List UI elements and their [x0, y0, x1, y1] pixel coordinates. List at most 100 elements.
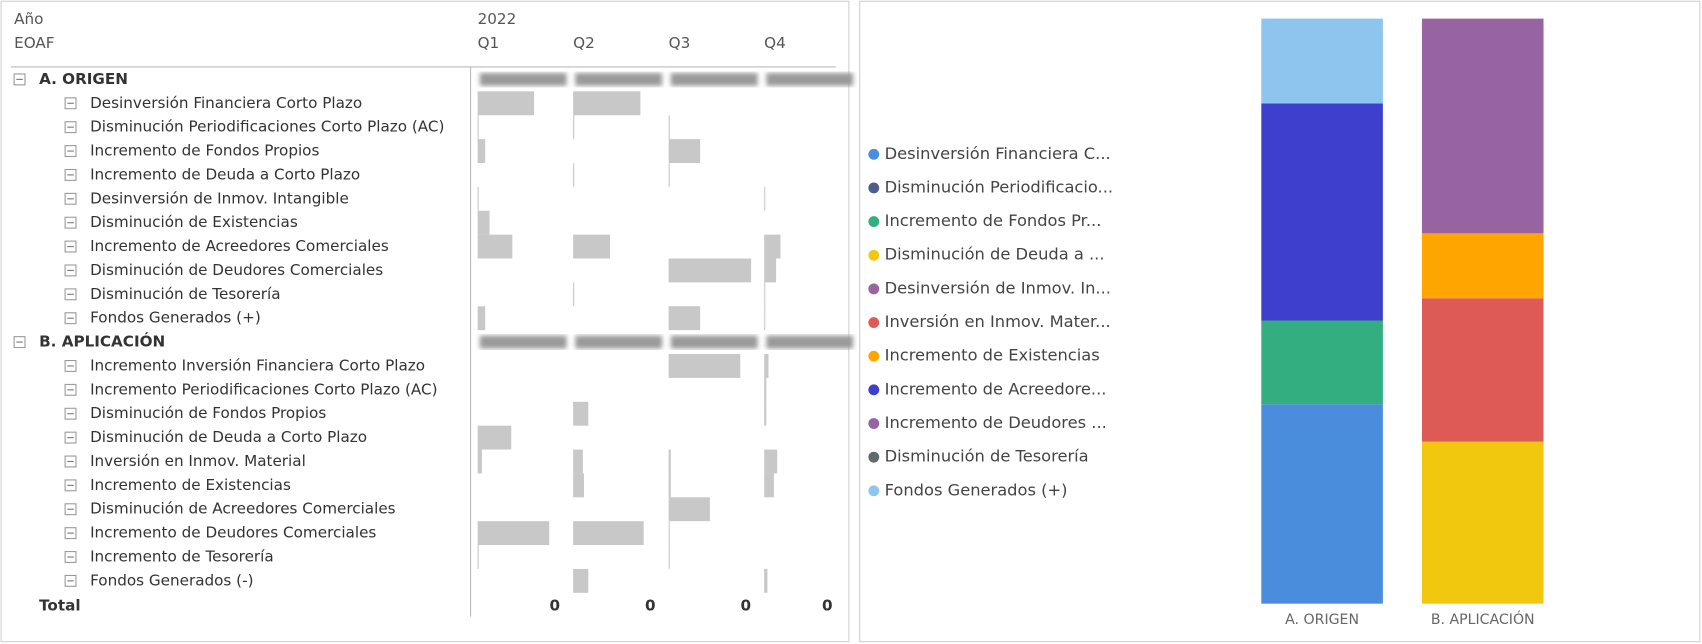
data-bar — [573, 568, 589, 593]
blurred-total — [479, 72, 567, 86]
total-value: 0 — [741, 596, 752, 614]
bar-segment — [1421, 441, 1544, 604]
row-label: Fondos Generados (-) — [90, 571, 253, 589]
legend-swatch — [868, 317, 880, 328]
legend-label[interactable]: Inversión en Inmov. Mater... — [885, 312, 1111, 331]
total-label: Total — [39, 596, 81, 614]
data-bar — [764, 401, 767, 426]
x-tick-label: B. APLICACIÓN — [1431, 610, 1535, 628]
row-label: Desinversión de Inmov. Intangible — [90, 189, 349, 207]
blurred-total — [575, 72, 663, 86]
data-bar — [477, 449, 482, 474]
row-label: Disminución de Deuda a Corto Plazo — [90, 428, 367, 446]
row-label: Inversión en Inmov. Material — [90, 452, 306, 470]
data-bar — [668, 306, 701, 331]
data-bar — [573, 473, 584, 498]
data-bar — [573, 162, 575, 187]
row-label: Incremento Inversión Financiera Corto Pl… — [90, 356, 425, 374]
row-label: Disminución de Fondos Propios — [90, 404, 326, 422]
legend-label[interactable]: Disminución de Tesorería — [885, 447, 1089, 466]
data-bar — [668, 449, 671, 474]
column-header: Q2 — [573, 34, 595, 52]
row-label: Disminución de Deudores Comerciales — [90, 261, 383, 279]
legend-label[interactable]: Incremento de Existencias — [885, 346, 1100, 365]
row-label: Incremento de Existencias — [90, 476, 291, 494]
data-bar — [764, 306, 766, 331]
row-header: EOAF — [14, 34, 54, 52]
data-bar — [764, 568, 768, 593]
legend-swatch — [868, 350, 880, 362]
data-bar — [668, 354, 741, 378]
row-label: Incremento de Deuda a Corto Plazo — [90, 165, 360, 183]
data-bar — [668, 258, 752, 283]
data-bar — [477, 139, 486, 163]
row-label: Incremento de Fondos Propios — [90, 142, 319, 160]
total-value: 0 — [822, 596, 833, 614]
data-bar — [764, 377, 767, 402]
data-bar — [764, 258, 777, 283]
data-bar — [764, 473, 774, 498]
blurred-total — [575, 335, 663, 349]
matrix-panel — [0, 0, 850, 643]
data-bar — [573, 521, 644, 546]
row-label: Disminución Periodificaciones Corto Plaz… — [90, 118, 444, 136]
row-label: Disminución de Acreedores Comerciales — [90, 500, 396, 518]
data-bar — [764, 234, 781, 259]
data-bar — [668, 497, 710, 522]
legend-label[interactable]: Incremento de Acreedore... — [885, 379, 1107, 398]
row-label: Incremento de Acreedores Comerciales — [90, 237, 389, 255]
data-bar — [477, 115, 479, 140]
data-bar — [668, 162, 670, 187]
blurred-total — [766, 335, 854, 349]
legend-label[interactable]: Desinversión de Inmov. In... — [885, 278, 1111, 297]
legend-swatch — [868, 249, 880, 261]
bar-segment — [1261, 320, 1383, 405]
x-tick-label: A. ORIGEN — [1285, 612, 1359, 628]
data-bar — [477, 210, 490, 235]
row-header: Año — [14, 10, 43, 28]
data-bar — [668, 545, 670, 569]
bar-segment — [1421, 18, 1544, 234]
legend-label[interactable]: Fondos Generados (+) — [885, 480, 1068, 499]
legend-label[interactable]: Disminución de Deuda a ... — [885, 245, 1105, 264]
legend-swatch — [868, 283, 880, 295]
legend-swatch — [868, 418, 880, 429]
blurred-total — [670, 72, 758, 86]
legend-label[interactable]: Incremento de Fondos Pr... — [885, 211, 1102, 230]
column-header: Q3 — [669, 34, 691, 52]
column-header: Q1 — [478, 34, 500, 52]
legend-label[interactable]: Disminución Periodificacio... — [885, 177, 1113, 196]
data-bar — [477, 306, 486, 331]
legend-swatch — [868, 451, 880, 463]
data-bar — [668, 473, 671, 498]
bar-segment — [1261, 103, 1383, 321]
data-bar — [668, 139, 701, 163]
column-header: Q4 — [764, 34, 786, 52]
total-value: 0 — [550, 596, 561, 614]
legend-swatch — [868, 384, 880, 396]
row-label: Fondos Generados (+) — [90, 309, 261, 327]
legend-swatch — [868, 182, 880, 194]
data-bar — [573, 449, 583, 474]
legend-label[interactable]: Incremento de Deudores ... — [885, 413, 1107, 432]
data-bar — [668, 521, 670, 546]
data-bar — [573, 401, 589, 426]
bar-segment — [1421, 233, 1544, 299]
data-bar — [764, 186, 766, 211]
blurred-total — [479, 335, 567, 349]
row-label: Disminución de Existencias — [90, 213, 298, 231]
data-bar — [477, 234, 513, 259]
data-bar — [573, 115, 575, 140]
bar-segment — [1261, 18, 1383, 104]
row-label: Desinversión Financiera Corto Plazo — [90, 94, 362, 112]
legend-label[interactable]: Desinversión Financiera C... — [885, 144, 1111, 163]
row-label: Incremento de Deudores Comerciales — [90, 524, 376, 542]
blurred-total — [670, 335, 758, 349]
data-bar — [477, 545, 479, 569]
data-bar — [477, 186, 479, 211]
data-bar — [573, 282, 575, 307]
row-label: Incremento Periodificaciones Corto Plazo… — [90, 380, 437, 398]
data-bar — [477, 425, 512, 450]
total-value: 0 — [645, 596, 656, 614]
